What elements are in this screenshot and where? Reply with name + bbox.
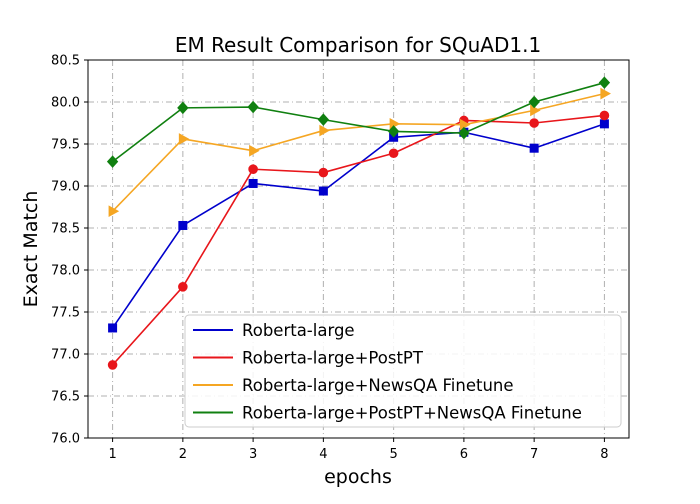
data-point <box>318 186 328 196</box>
series-line <box>111 123 605 329</box>
series-line <box>112 81 605 163</box>
legend-box <box>184 314 622 428</box>
legend: Roberta-large Roberta-large+PostPT Roberta… <box>184 314 622 428</box>
data-point <box>248 164 258 174</box>
chart-title: EM Result Comparison for SQuAD1.1 <box>175 33 541 57</box>
y-tick-label: 76.5 <box>51 390 80 405</box>
data-point <box>600 87 611 100</box>
series-3 <box>108 87 611 218</box>
data-point <box>458 126 470 140</box>
y-tick-label: 79.0 <box>51 180 80 195</box>
data-point <box>318 167 329 178</box>
plot-frame <box>87 59 630 439</box>
x-tick-label: 7 <box>530 447 538 462</box>
data-point <box>108 323 118 333</box>
legend-label: Roberta-large <box>242 321 355 340</box>
legend-item: Roberta-large+PostPT+NewsQA Finetune <box>193 404 582 423</box>
data-point <box>108 205 120 218</box>
data-point <box>387 125 400 138</box>
data-point <box>248 178 258 188</box>
legend-item: Roberta-large+NewsQA Finetune <box>193 376 514 395</box>
y-tick-label: 77.0 <box>51 348 80 363</box>
data-point <box>599 110 610 121</box>
y-tick-label: 80.5 <box>51 54 80 69</box>
data-point <box>107 360 118 370</box>
x-tick-label: 4 <box>319 447 327 462</box>
y-tick-label: 78.5 <box>51 222 80 237</box>
data-point <box>178 282 188 292</box>
x-tick-label: 1 <box>108 447 116 462</box>
legend-label: Roberta-large+PostPT+NewsQA Finetune <box>242 404 582 423</box>
data-point <box>178 133 190 145</box>
data-point <box>388 148 399 159</box>
x-axis-label: epochs <box>324 466 392 488</box>
series-layer <box>106 76 611 370</box>
data-point <box>317 113 330 126</box>
y-tick-label: 79.5 <box>51 138 80 153</box>
y-tick-label: 76.0 <box>51 432 80 447</box>
data-point <box>598 76 611 89</box>
data-point <box>319 124 330 137</box>
legend-label: Roberta-large+NewsQA Finetune <box>242 376 514 395</box>
y-tick-label: 77.5 <box>51 306 80 321</box>
y-tick-label: 80.0 <box>51 96 80 111</box>
legend-item: Roberta-large+PostPT <box>193 349 424 368</box>
x-tick-label: 2 <box>179 447 187 462</box>
data-point <box>528 95 540 109</box>
series-4 <box>106 76 611 168</box>
y-axis-label: Exact Match <box>20 191 42 308</box>
legend-label: Roberta-large+PostPT <box>242 349 424 368</box>
data-point <box>529 118 539 128</box>
data-point <box>459 118 471 131</box>
data-point <box>178 220 188 230</box>
x-tick-label: 6 <box>460 447 468 462</box>
legend-item: Roberta-large <box>193 321 355 340</box>
x-tick-label: 3 <box>249 447 257 462</box>
y-tick-label: 78.0 <box>51 264 80 279</box>
x-tick-label: 5 <box>389 447 397 462</box>
x-tick-label: 8 <box>600 447 608 462</box>
data-point <box>249 144 260 157</box>
data-point <box>599 119 609 129</box>
axis-ticks: 1 2 3 4 5 6 7 8 76.0 76.5 77.0 77.5 78.0 78.5 79.0 79.5… <box>51 54 609 463</box>
data-point <box>529 143 539 153</box>
series-line <box>112 92 605 212</box>
data-point <box>106 155 119 168</box>
data-point <box>247 100 259 114</box>
data-point <box>177 101 189 115</box>
series-line <box>111 114 605 366</box>
data-point <box>530 104 541 117</box>
